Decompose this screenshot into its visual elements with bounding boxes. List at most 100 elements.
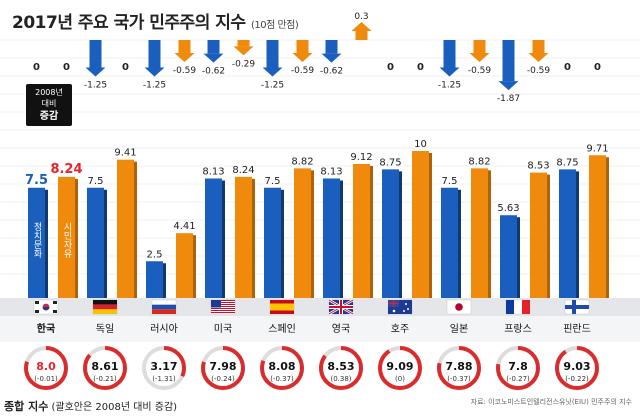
country-group-germany: 7.5 9.41 -1.25 0 독일 8.61 (-0.21) (83, 40, 137, 390)
civil-liberties-bar (294, 168, 311, 298)
political-culture-value: 8.13 (320, 166, 342, 177)
political-culture-bar (382, 169, 399, 298)
overall-ring-fill (319, 346, 363, 390)
civil-liberties-legend: 시민자유 (62, 222, 72, 259)
political-culture-change-arrow (266, 40, 279, 68)
overall-change: (0.38) (330, 375, 351, 383)
civil-liberties-change-arrowhead (528, 52, 549, 62)
country-name: 러시아 (150, 323, 178, 335)
change-legend-line: 대비 (42, 99, 57, 108)
civil-liberties-bar (117, 159, 134, 298)
overall-value: 8.0 (36, 360, 56, 373)
country-name: 미국 (214, 323, 232, 335)
civil-liberties-bar-side (429, 153, 432, 298)
civil-liberties-value: 8.53 (527, 161, 549, 172)
political-culture-bar (205, 178, 222, 298)
political-culture-value: 2.5 (147, 249, 163, 260)
name-strip (0, 316, 640, 342)
civil-liberties-value: 9.71 (586, 143, 608, 154)
political-culture-legend: 정치문화 (32, 222, 42, 259)
political-culture-change-arrowhead (203, 53, 224, 63)
political-culture-change-value: -1.25 (84, 81, 107, 91)
civil-liberties-change-value: 0 (417, 62, 424, 73)
political-culture-change-arrow (148, 40, 161, 68)
flag-circle-half (42, 307, 50, 311)
overall-change: (-0.27) (506, 375, 530, 383)
overall-ring-fill (555, 346, 599, 390)
political-culture-change-value: -0.62 (320, 67, 343, 77)
country-name: 핀란드 (563, 323, 591, 335)
country-name: 한국 (37, 323, 55, 335)
civil-liberties-change-arrow (178, 40, 191, 53)
chart-title: 2017년 주요 국가 민주주의 지수 (10점 만점) (12, 8, 299, 33)
country-group-finland: 8.75 9.71 0 0 핀란드 9.03 (-0.22) (555, 62, 609, 390)
overall-value: 9.09 (386, 360, 413, 373)
civil-liberties-change-arrowhead (292, 52, 313, 62)
political-culture-change-arrowhead (85, 67, 106, 77)
political-culture-bar (28, 187, 45, 298)
political-culture-change-arrow (502, 40, 515, 82)
country-group-spain: 7.5 8.82 -1.25 -0.59 스페인 8.08 (-0.37) (260, 40, 314, 390)
political-culture-change-value: -1.25 (438, 81, 461, 91)
flag-stripe (522, 300, 530, 314)
flag-bar (53, 301, 57, 304)
civil-liberties-value: 9.41 (114, 148, 136, 159)
political-culture-change-value: -1.87 (497, 94, 520, 104)
civil-liberties-bar-side (547, 174, 550, 298)
flag-star (392, 309, 396, 313)
political-culture-change-arrowhead (439, 67, 460, 77)
flag-stripe (211, 300, 235, 301)
civil-liberties-value: 4.41 (173, 221, 195, 232)
civil-liberties-change-arrow (355, 31, 368, 40)
flag-stripe (152, 309, 176, 314)
flag-stripe (93, 304, 117, 310)
political-culture-change-value: -1.25 (143, 81, 166, 91)
overall-change: (-0.37) (270, 375, 294, 383)
country-group-korea: 7.58.24 0 0 한국 8.0 (-0.01) (24, 62, 83, 390)
civil-liberties-change-value: 0 (122, 62, 129, 73)
flag-stripe (211, 304, 235, 305)
country-group-uk: 8.13 9.12 -0.62 0.3 영국 8.53 (0.38) (319, 12, 373, 390)
political-culture-change-value: 0 (33, 62, 40, 73)
country-group-japan: 7.5 8.82 -1.25 -0.59 일본 7.88 (-0.37) (437, 40, 492, 390)
political-culture-change-value: -0.62 (202, 67, 225, 77)
political-culture-bar (559, 169, 576, 298)
political-culture-bar (87, 187, 104, 298)
political-culture-value: 8.75 (556, 157, 578, 168)
overall-value: 3.17 (150, 360, 177, 373)
flag-bar (35, 310, 39, 313)
civil-liberties-bar (412, 151, 429, 298)
overall-ring-fill (496, 346, 540, 390)
civil-liberties-bar-side (252, 178, 255, 298)
civil-liberties-value: 8.24 (232, 165, 254, 176)
civil-liberties-change-arrowhead (351, 22, 372, 31)
political-culture-change-value: 0 (564, 62, 571, 73)
civil-liberties-bar-side (488, 170, 491, 298)
overall-label: 종합 지수 (4, 400, 49, 413)
overall-value: 8.08 (268, 360, 295, 373)
change-legend-line: 2008년 (35, 87, 63, 97)
country-name: 호주 (391, 323, 409, 335)
civil-liberties-bar-side (75, 178, 78, 298)
flag-star (403, 310, 405, 312)
political-culture-bar (323, 178, 340, 298)
civil-liberties-value: 9.12 (350, 152, 372, 163)
civil-liberties-change-arrow (237, 40, 250, 47)
political-culture-value: 5.63 (497, 203, 519, 214)
political-culture-change-value: -1.25 (261, 81, 284, 91)
overall-ring-fill (142, 346, 186, 390)
overall-value: 8.53 (327, 360, 354, 373)
flag-canton (211, 300, 221, 308)
flag-stripe (506, 300, 514, 314)
overall-ring-fill (378, 346, 422, 390)
civil-liberties-change-arrowhead (174, 52, 195, 62)
overall-note: (괄호안은 2008년 대비 증감) (51, 402, 178, 413)
civil-liberties-change-value: -0.59 (468, 66, 492, 76)
political-culture-bar (264, 187, 281, 298)
political-culture-change-arrowhead (144, 67, 165, 77)
flag-cross (329, 306, 353, 308)
overall-change: (-0.24) (211, 375, 235, 383)
country-name: 영국 (332, 323, 350, 335)
